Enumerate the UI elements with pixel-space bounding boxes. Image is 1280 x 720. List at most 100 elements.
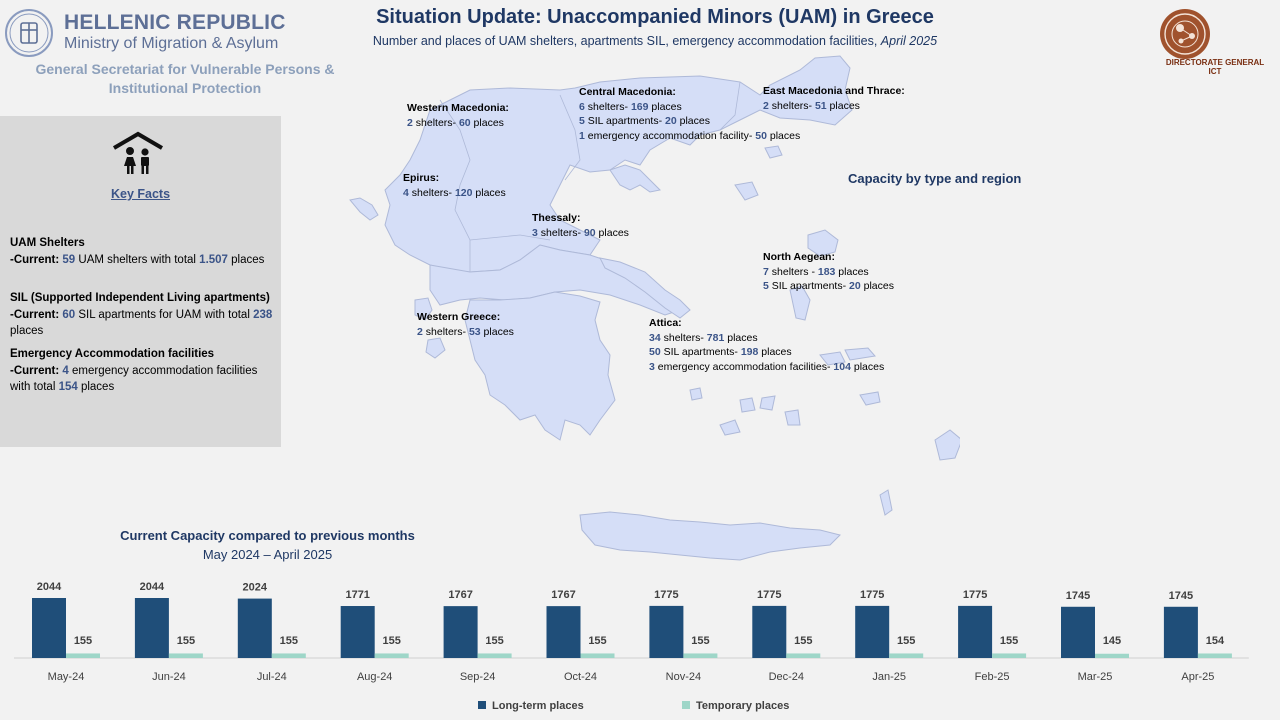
bar-temporary bbox=[992, 653, 1027, 658]
data-label-long-term: 1775 bbox=[654, 589, 678, 601]
legend-swatch-long-term bbox=[478, 701, 486, 709]
page-subtitle: Number and places of UAM shelters, apart… bbox=[350, 34, 960, 48]
map-rhodes bbox=[934, 429, 960, 461]
fact-text: emergency accommodation facilities with … bbox=[10, 364, 258, 394]
shelter-label: shelters- bbox=[422, 325, 469, 338]
shelter-count: 4 bbox=[403, 186, 409, 199]
fact-emergency-facilities: Emergency Accommodation facilities -Curr… bbox=[10, 346, 278, 396]
map-cyclades-5 bbox=[719, 419, 741, 436]
sil-place-label: places bbox=[860, 280, 894, 292]
legend-label-long-term: Long-term places bbox=[492, 700, 584, 712]
shelter-label: shelters- bbox=[412, 116, 459, 129]
emergency-place-label: places bbox=[766, 129, 801, 142]
key-facts-link[interactable]: Key Facts bbox=[110, 187, 171, 201]
region-name: Attica: bbox=[649, 317, 682, 329]
map-zakynthos bbox=[425, 337, 446, 359]
region-emergency: 1 emergency accommodation facility- 50 p… bbox=[579, 129, 800, 144]
place-label: places bbox=[835, 265, 869, 278]
bar-temporary bbox=[271, 653, 306, 658]
region-shelters: 6 shelters- 169 places bbox=[579, 100, 800, 115]
directorate-label: DIRECTORATE GENERAL ICT bbox=[1165, 58, 1265, 76]
fact-body: -Current: 60 SIL apartments for UAM with… bbox=[10, 307, 278, 340]
data-label-temporary: 155 bbox=[74, 635, 92, 647]
sil-place-label: places bbox=[676, 115, 710, 127]
place-count: 51 bbox=[814, 99, 827, 112]
data-label-long-term: 1745 bbox=[1169, 590, 1193, 602]
sil-count: 5 bbox=[763, 280, 769, 292]
secretariat-line-2: Institutional Protection bbox=[108, 80, 262, 96]
legend-long-term: Long-term places bbox=[478, 700, 584, 712]
fact-text: UAM shelters with total bbox=[75, 253, 200, 266]
emergency-count: 1 bbox=[579, 129, 585, 142]
data-label-temporary: 145 bbox=[1103, 635, 1121, 647]
data-label-temporary: 155 bbox=[691, 635, 709, 647]
legend-swatch-temporary bbox=[682, 701, 690, 709]
fact-text-tail: places bbox=[227, 253, 265, 266]
fact-heading: UAM Shelters bbox=[10, 237, 85, 249]
map-ikaria bbox=[844, 347, 876, 361]
data-label-temporary: 155 bbox=[177, 635, 195, 647]
shelter-label: shelters - bbox=[768, 265, 818, 278]
data-label-long-term: 1767 bbox=[551, 589, 575, 601]
map-kos bbox=[859, 391, 881, 406]
data-label-long-term: 2024 bbox=[243, 582, 268, 594]
map-cyclades-2 bbox=[759, 395, 776, 411]
region-sil: 5 SIL apartments- 20 places bbox=[579, 114, 800, 129]
map-lesvos bbox=[807, 229, 839, 257]
x-tick-label: Apr-25 bbox=[1181, 671, 1214, 683]
greece-map bbox=[349, 55, 960, 561]
fact-places: 1.507 bbox=[199, 253, 228, 266]
x-tick-label: Aug-24 bbox=[357, 671, 392, 683]
place-count: 90 bbox=[583, 226, 596, 239]
data-label-long-term: 1767 bbox=[448, 589, 472, 601]
legend-label-temporary: Temporary places bbox=[696, 700, 790, 712]
data-label-temporary: 155 bbox=[897, 635, 915, 647]
x-tick-label: Nov-24 bbox=[666, 671, 701, 683]
place-label: places bbox=[826, 99, 860, 112]
place-label: places bbox=[480, 325, 514, 338]
bar-long-term bbox=[649, 605, 684, 658]
region-east-macedonia-thrace: East Macedonia and Thrace: 2 shelters- 5… bbox=[763, 84, 905, 113]
place-count: 120 bbox=[454, 186, 473, 199]
data-label-long-term: 1745 bbox=[1066, 590, 1090, 602]
bar-long-term bbox=[546, 606, 581, 658]
region-thessaly: Thessaly: 3 shelters- 90 places bbox=[532, 211, 629, 240]
place-count: 183 bbox=[817, 265, 836, 278]
data-label-long-term: 1775 bbox=[860, 589, 884, 601]
x-tick-label: Jul-24 bbox=[257, 671, 287, 683]
emergency-place-label: places bbox=[850, 360, 885, 373]
region-north-aegean: North Aegean: 7 shelters - 183 places 5 … bbox=[763, 250, 894, 294]
sil-count: 5 bbox=[579, 115, 585, 127]
x-tick-label: Jan-25 bbox=[872, 671, 906, 683]
capacity-title: Capacity by type and region bbox=[848, 171, 1022, 186]
region-western-macedonia: Western Macedonia: 2 shelters- 60 places bbox=[407, 101, 509, 130]
fact-uam-shelters: UAM Shelters -Current: 59 UAM shelters w… bbox=[10, 235, 278, 268]
place-label: places bbox=[595, 226, 629, 239]
map-chalkidiki bbox=[609, 164, 662, 193]
family-house-icon bbox=[112, 131, 164, 174]
sil-place-count: 198 bbox=[740, 346, 759, 358]
bar-temporary bbox=[477, 653, 512, 658]
fact-heading: Emergency Accommodation facilities bbox=[10, 348, 215, 360]
bar-temporary bbox=[1095, 653, 1129, 658]
fact-text-tail: places bbox=[77, 381, 115, 393]
region-name: North Aegean: bbox=[763, 251, 835, 263]
place-count: 60 bbox=[458, 116, 471, 129]
capacity-bar-chart: 2044 155 May-24 2044 155 Jun-24 2024 155 Jul-24 1… bbox=[14, 581, 1249, 683]
data-label-long-term: 1775 bbox=[963, 589, 987, 601]
bar-temporary bbox=[786, 653, 821, 658]
emergency-place-count: 104 bbox=[833, 360, 851, 373]
region-shelters: 34 shelters- 781 places bbox=[649, 331, 884, 346]
bar-long-term bbox=[855, 605, 890, 658]
data-label-long-term: 2044 bbox=[140, 581, 165, 593]
bar-temporary bbox=[66, 653, 100, 658]
region-emergency: 3 emergency accommodation facilities- 10… bbox=[649, 360, 884, 375]
sil-label: SIL apartments- bbox=[660, 346, 741, 358]
map-limnos bbox=[734, 181, 759, 201]
map-cyclades-3 bbox=[784, 409, 801, 426]
bar-long-term bbox=[443, 606, 478, 658]
map-samos bbox=[819, 351, 846, 366]
map-crete bbox=[579, 511, 841, 561]
fact-body: -Current: 4 emergency accommodation faci… bbox=[10, 363, 278, 396]
region-shelters: 7 shelters - 183 places bbox=[763, 265, 894, 280]
